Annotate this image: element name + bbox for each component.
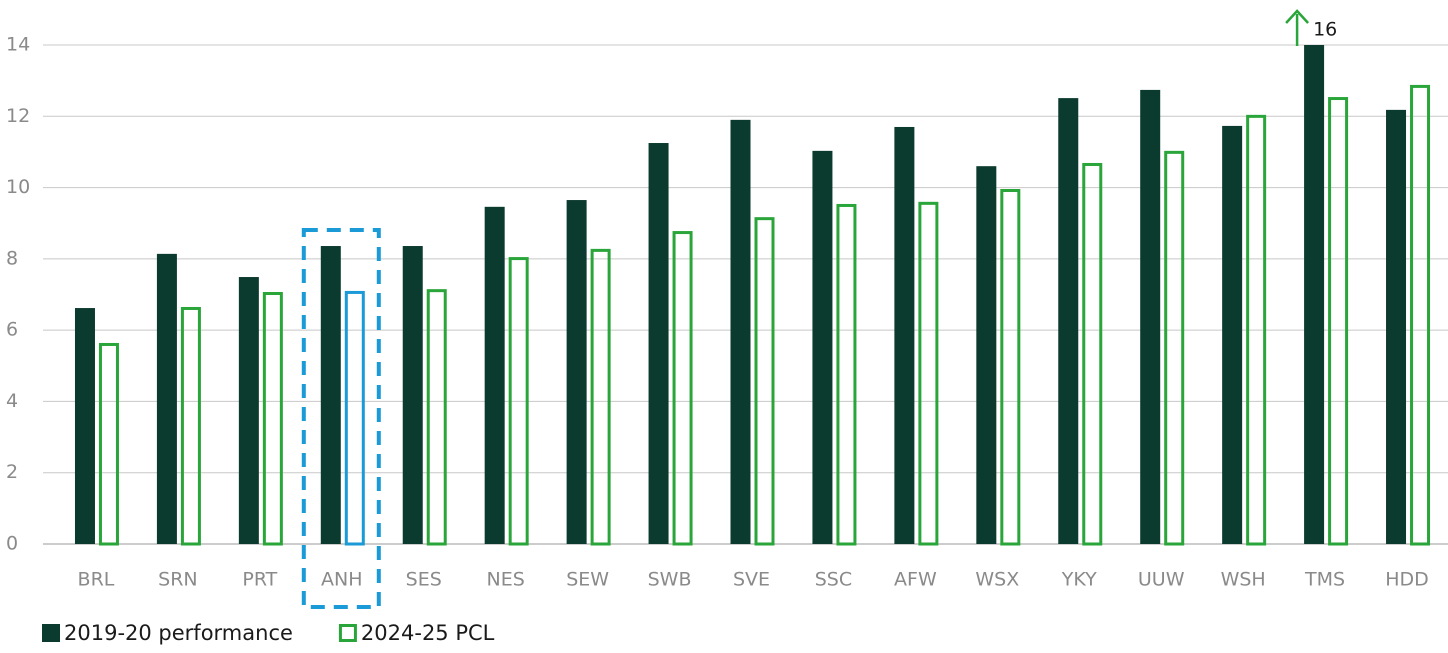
bar [1386, 109, 1407, 545]
bar [180, 306, 201, 546]
x-tick-label: SES [406, 569, 442, 591]
bar [156, 253, 177, 545]
bar [836, 203, 857, 546]
bar [484, 206, 505, 544]
x-tick-label: WSX [975, 569, 1019, 591]
x-tick-label: AFW [894, 569, 937, 591]
legend-swatch [338, 624, 357, 642]
legend-label: 2024-25 PCL [361, 621, 495, 645]
x-tick-label: PRT [242, 569, 277, 591]
highlight-box [301, 228, 381, 609]
bar [976, 166, 997, 544]
x-tick-label: BRL [78, 569, 115, 591]
y-tick-label: 10 [6, 176, 30, 198]
bar [426, 289, 447, 546]
value-label: 16 [1313, 19, 1337, 41]
legend-label: 2019-20 performance [64, 621, 293, 645]
x-tick-label: ANH [321, 569, 363, 591]
bar [648, 143, 669, 544]
bar [1222, 125, 1243, 544]
y-tick-label: 4 [6, 390, 18, 412]
bar [1000, 188, 1021, 546]
bar [590, 248, 611, 546]
x-tick-label: NES [487, 569, 525, 591]
bar [508, 257, 529, 546]
y-tick-label: 2 [6, 461, 18, 483]
x-tick-label: SEW [566, 569, 609, 591]
y-tick-label: 6 [6, 319, 18, 341]
x-tick-label: TMS [1304, 569, 1345, 591]
bar [1058, 98, 1079, 545]
bar [262, 292, 283, 546]
overlay: BRL SRN PRT ANH SES NES SEW SWB SVE SSC AFW WSX YKY U… [42, 9, 1429, 645]
bar [754, 217, 775, 546]
y-tick-label: 12 [6, 105, 30, 127]
y-tick-label: 0 [6, 533, 18, 555]
bar [1082, 162, 1103, 546]
bar [1246, 114, 1267, 546]
x-tick-label: SWB [648, 569, 692, 591]
x-tick-label: SRN [158, 569, 197, 591]
bar [1328, 97, 1349, 546]
bar [1304, 45, 1325, 544]
x-tick-label: UUW [1138, 569, 1185, 591]
bar [1410, 84, 1431, 546]
overflow-arrow [1285, 9, 1310, 46]
x-tick-label: SSC [815, 569, 852, 591]
bar [894, 126, 915, 544]
bar [344, 290, 365, 546]
y-tick-label: 8 [6, 247, 18, 269]
x-tick-label: SVE [733, 569, 770, 591]
bar [1164, 150, 1185, 546]
bar [402, 246, 423, 545]
x-tick-label: HDD [1385, 569, 1429, 591]
y-tick-label: 14 [6, 34, 30, 56]
bar [320, 246, 341, 545]
bar [672, 231, 693, 546]
bar [238, 277, 259, 544]
bar [918, 201, 939, 546]
legend-swatch [42, 624, 60, 642]
bars [74, 45, 1431, 546]
x-tick-label: WSH [1221, 569, 1266, 591]
bar [98, 342, 119, 546]
x-tick-label: YKY [1061, 569, 1097, 591]
bar [812, 150, 833, 544]
bar [1140, 89, 1161, 544]
bar [566, 200, 587, 544]
bar [730, 119, 751, 544]
bar [74, 308, 95, 544]
